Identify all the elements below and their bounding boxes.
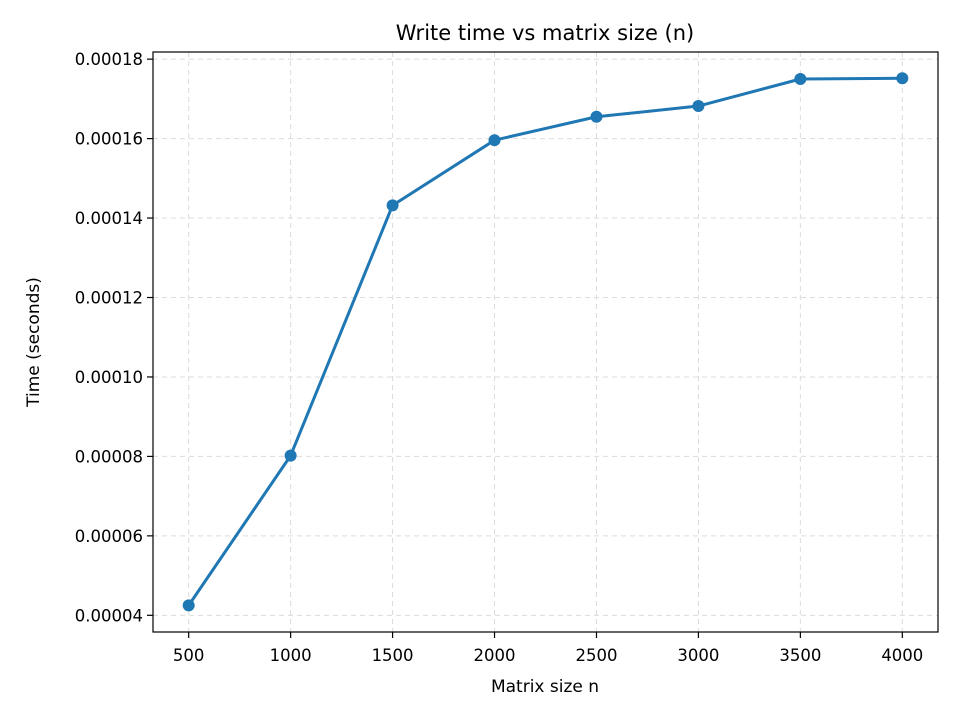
y-tick-label: 0.00008 (75, 447, 143, 466)
y-tick-label: 0.00010 (75, 368, 143, 387)
x-tick-label: 3000 (677, 646, 719, 665)
data-point (386, 199, 399, 212)
y-tick-label: 0.00018 (75, 50, 143, 69)
y-axis-label: Time (seconds) (24, 277, 44, 408)
x-tick-label: 500 (173, 646, 205, 665)
data-point (182, 599, 195, 612)
x-tick-label: 2000 (474, 646, 516, 665)
grid-lines (153, 52, 938, 632)
data-point (692, 100, 705, 113)
y-tick-label: 0.00014 (75, 209, 143, 228)
x-tick-label: 2500 (575, 646, 617, 665)
x-tick-label: 4000 (881, 646, 923, 665)
x-tick-label: 3500 (779, 646, 821, 665)
x-tick-label: 1500 (372, 646, 414, 665)
data-point (488, 134, 501, 147)
data-point (896, 72, 909, 85)
plot-frame (152, 51, 939, 633)
y-tick-label: 0.00012 (75, 289, 143, 308)
chart-title: Write time vs matrix size (n) (396, 21, 695, 45)
x-axis-label: Matrix size n (491, 677, 599, 697)
series-layer (182, 72, 909, 612)
axis-ticks: 500 1000 1500 2000 2500 3000 3500 4000 0.00004 0.… (75, 50, 924, 665)
y-tick-label: 0.00004 (75, 606, 143, 625)
series-line (187, 76, 904, 607)
y-tick-label: 0.00006 (75, 527, 143, 546)
data-point (284, 449, 297, 462)
x-tick-label: 1000 (270, 646, 312, 665)
data-point (590, 110, 603, 123)
y-tick-label: 0.00016 (75, 130, 143, 149)
data-point (794, 73, 807, 86)
